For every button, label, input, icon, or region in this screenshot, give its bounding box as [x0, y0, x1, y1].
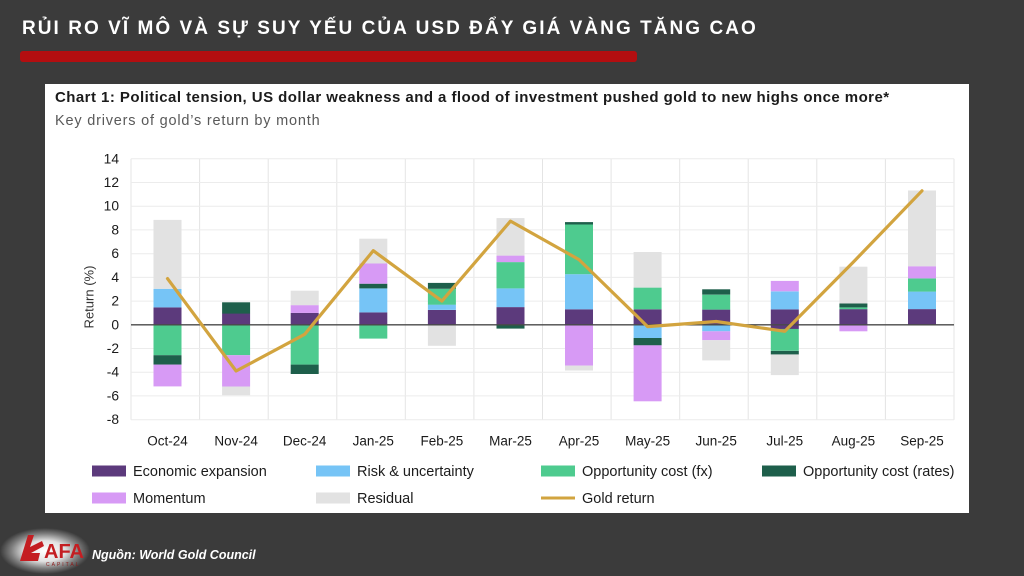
svg-text:Mar-25: Mar-25	[489, 434, 532, 449]
svg-text:Jul-25: Jul-25	[766, 434, 803, 449]
svg-text:Opportunity cost (rates): Opportunity cost (rates)	[803, 464, 955, 480]
svg-text:May-25: May-25	[625, 434, 670, 449]
svg-text:CAPITAL: CAPITAL	[46, 562, 80, 568]
svg-text:4: 4	[111, 270, 119, 285]
svg-text:Sep-25: Sep-25	[900, 434, 944, 449]
svg-text:2: 2	[111, 294, 119, 309]
svg-text:-8: -8	[107, 412, 120, 427]
svg-text:Opportunity cost (fx): Opportunity cost (fx)	[582, 464, 713, 480]
svg-text:Risk & uncertainty: Risk & uncertainty	[357, 464, 475, 480]
svg-text:Gold return: Gold return	[582, 491, 655, 507]
svg-text:Nov-24: Nov-24	[214, 434, 258, 449]
svg-text:-2: -2	[107, 341, 119, 356]
svg-text:0: 0	[111, 317, 119, 332]
svg-text:6: 6	[111, 246, 119, 261]
svg-text:10: 10	[104, 199, 120, 214]
svg-text:12: 12	[104, 175, 119, 190]
svg-text:-6: -6	[107, 388, 120, 403]
svg-text:Jan-25: Jan-25	[353, 434, 394, 449]
svg-text:Return (%): Return (%)	[82, 266, 97, 329]
svg-text:Economic expansion: Economic expansion	[133, 464, 267, 480]
svg-text:8: 8	[111, 222, 119, 237]
svg-text:Oct-24: Oct-24	[147, 434, 188, 449]
svg-text:-4: -4	[107, 365, 120, 380]
svg-text:Residual: Residual	[357, 491, 413, 507]
svg-text:Aug-25: Aug-25	[832, 434, 876, 449]
svg-text:Jun-25: Jun-25	[696, 434, 737, 449]
svg-text:Feb-25: Feb-25	[421, 434, 464, 449]
svg-text:Dec-24: Dec-24	[283, 434, 327, 449]
svg-text:AFA: AFA	[44, 541, 84, 563]
svg-text:Apr-25: Apr-25	[559, 434, 600, 449]
svg-text:Momentum: Momentum	[133, 491, 206, 507]
svg-text:14: 14	[104, 151, 120, 166]
